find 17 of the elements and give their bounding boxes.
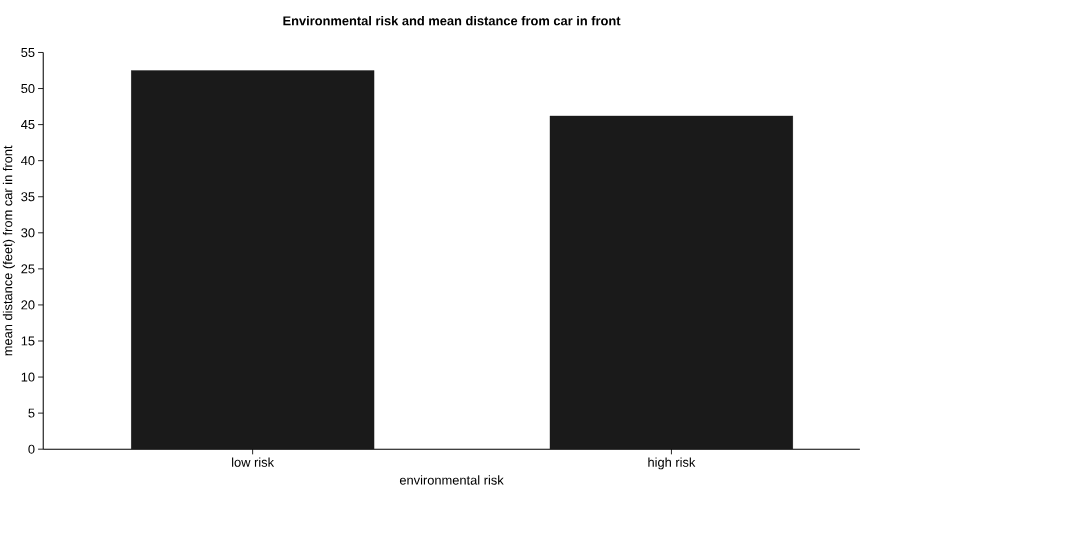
y-axis-title: mean distance (feet) from car in front (2, 145, 15, 356)
y-tick-label: 55 (21, 47, 35, 57)
y-tick-label: 40 (21, 156, 35, 166)
y-tick-label: 25 (21, 264, 35, 274)
y-tick-label: 30 (21, 228, 35, 238)
y-tick-label: 5 (28, 408, 35, 418)
x-tick-label: high risk (648, 457, 696, 470)
y-tick-label: 50 (21, 83, 35, 94)
x-axis-title: environmental risk (399, 475, 504, 485)
y-tick-label: 15 (21, 336, 35, 346)
y-tick-label: 35 (21, 192, 35, 202)
chart-title: Environmental risk and mean distance from car in front (283, 15, 621, 26)
y-tick-label: 45 (21, 120, 35, 130)
x-tick-label: low risk (232, 457, 275, 467)
y-tick-label: 0 (28, 444, 35, 454)
y-tick-label: 20 (21, 300, 35, 310)
y-tick-label: 10 (21, 372, 35, 382)
